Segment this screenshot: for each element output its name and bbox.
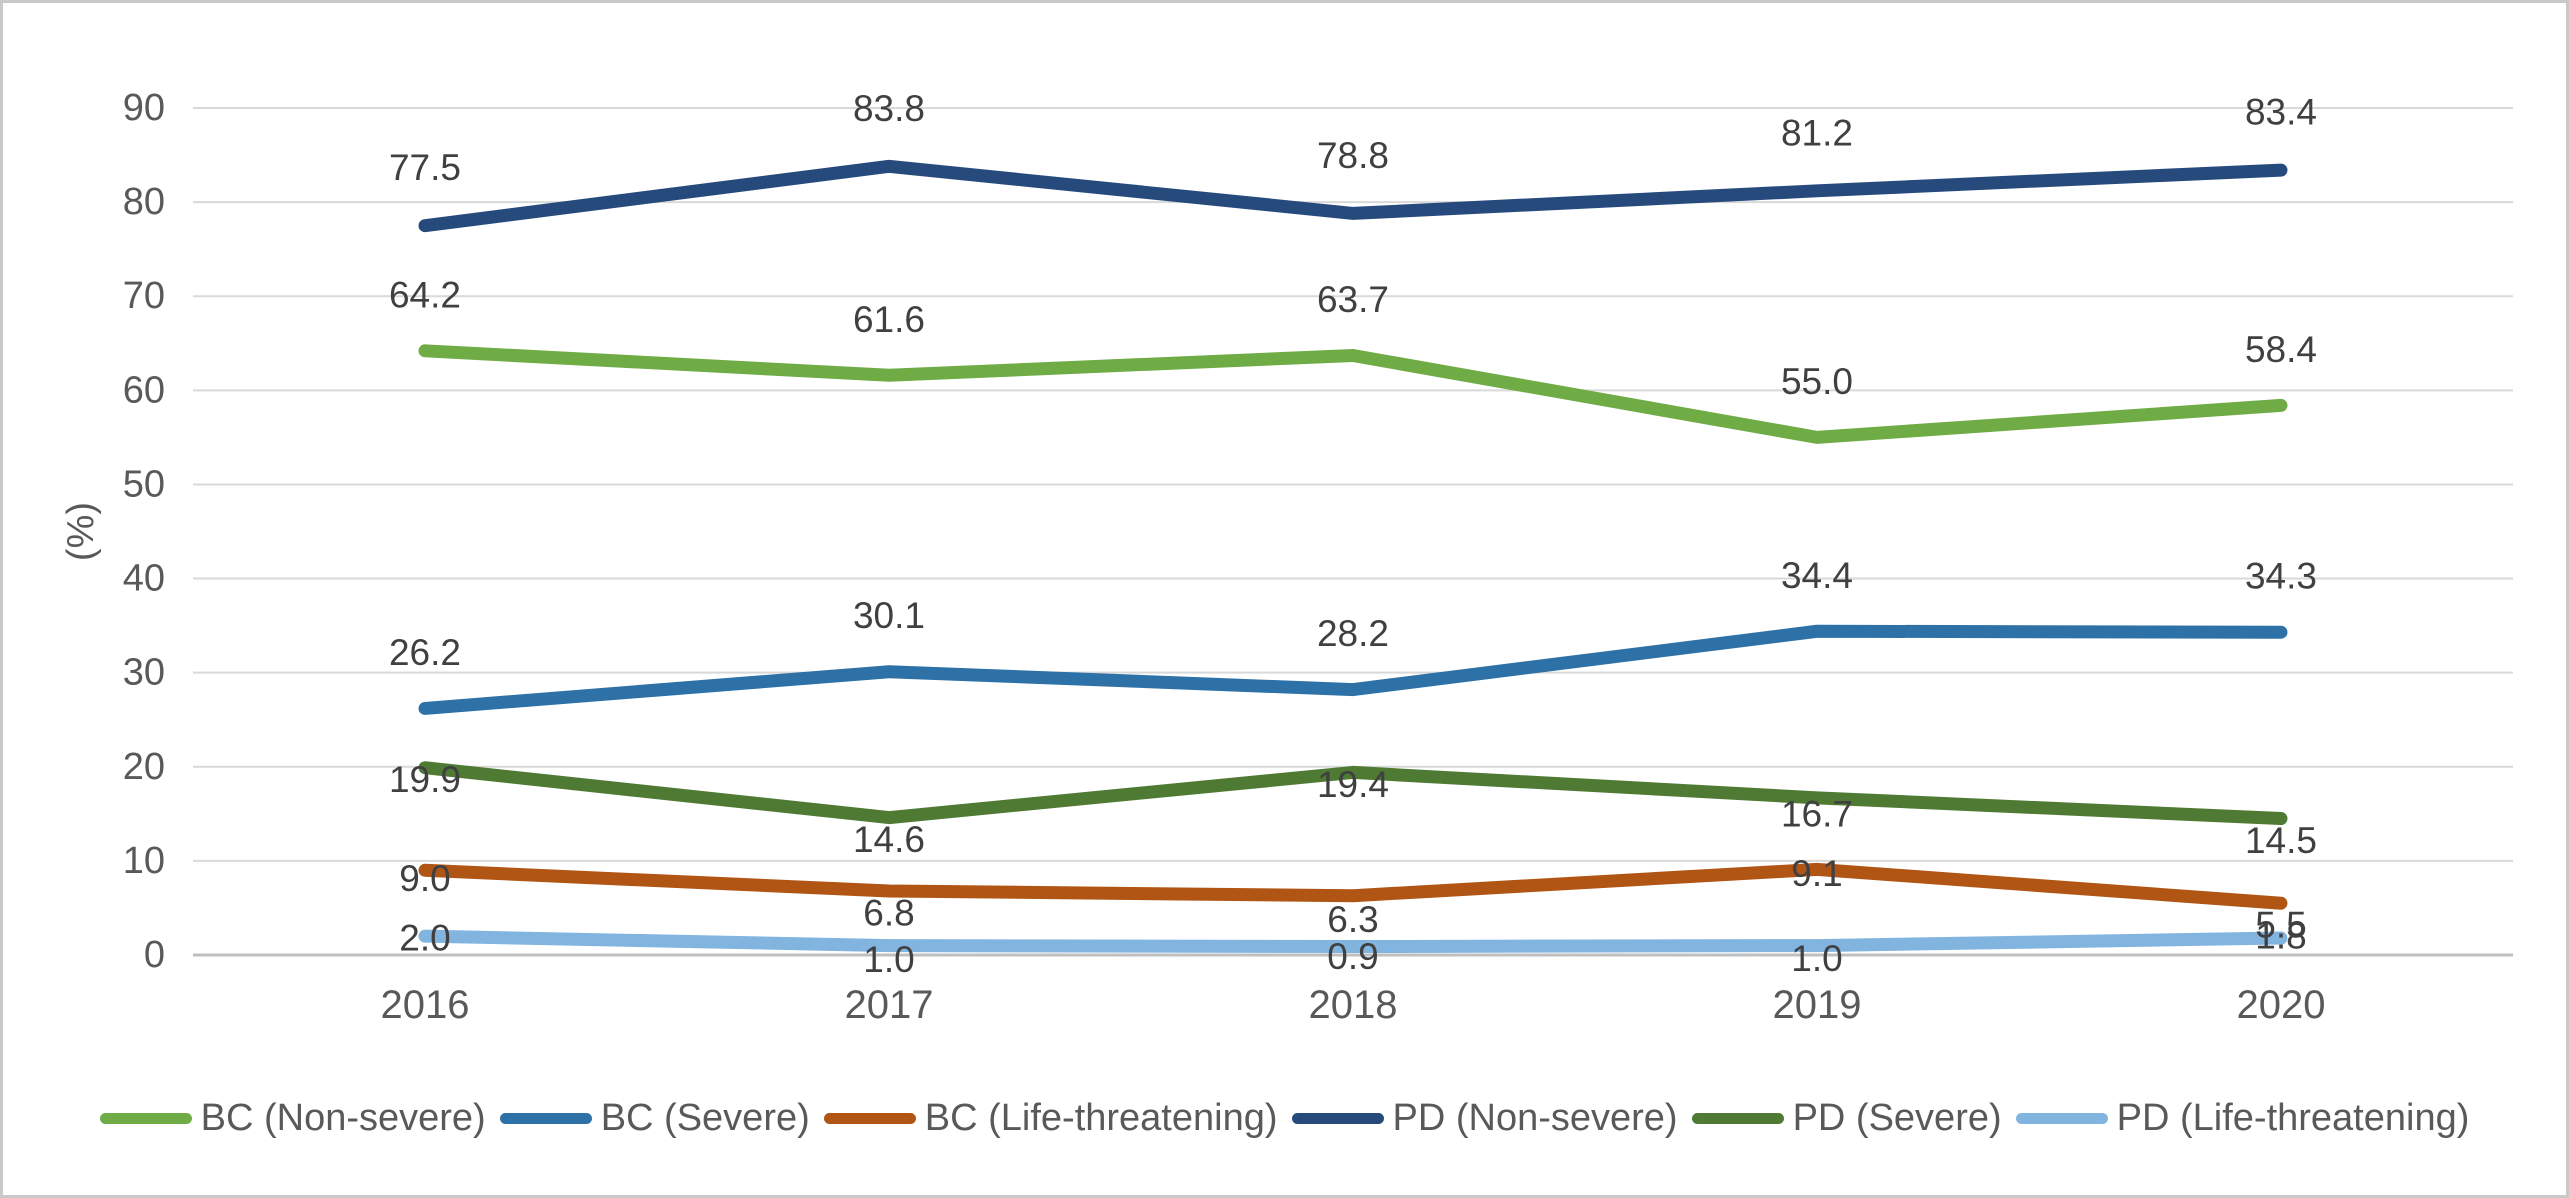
data-label: 64.2 (389, 274, 461, 315)
legend-item: PD (Severe) (1691, 1097, 2002, 1139)
series-line-pd-life-threatening (418, 929, 2288, 954)
data-label: 14.5 (2245, 820, 2317, 861)
y-tick-label: 20 (123, 746, 165, 788)
y-tick-label: 40 (123, 558, 165, 600)
data-label: 19.4 (1317, 764, 1389, 805)
data-label: 83.4 (2245, 92, 2317, 133)
data-label: 83.8 (853, 88, 925, 129)
y-tick-label: 10 (123, 840, 165, 882)
data-label: 34.4 (1781, 555, 1853, 596)
data-label: 2.0 (399, 918, 450, 959)
data-label: 28.2 (1317, 613, 1389, 654)
x-tick-label: 2017 (845, 983, 934, 1027)
data-label: 78.8 (1317, 135, 1389, 176)
legend-item: BC (Non-severe) (99, 1097, 486, 1139)
legend-label: BC (Life-threatening) (924, 1097, 1278, 1139)
y-tick-label: 80 (123, 181, 165, 223)
data-label: 5.5 (2255, 905, 2306, 946)
line-chart: 0 10 20 30 40 50 60 70 80 90 2016 2017 2018 2019 2020 (… (60, 87, 2513, 1027)
data-label: 55.0 (1781, 361, 1853, 402)
x-tick-label: 2016 (381, 983, 470, 1027)
legend-line-swatch (1291, 1112, 1384, 1124)
y-tick-label: 50 (123, 463, 165, 505)
legend-label: PD (Non-severe) (1392, 1097, 1678, 1139)
data-label: 1.0 (863, 939, 914, 980)
legend-item: PD (Life-threatening) (2015, 1097, 2470, 1139)
data-label: 14.6 (853, 819, 925, 860)
legend-label: PD (Life-threatening) (2116, 1097, 2470, 1139)
data-label: 58.4 (2245, 329, 2317, 370)
legend-item: BC (Life-threatening) (823, 1097, 1278, 1139)
data-label: 9.1 (1791, 853, 1842, 894)
data-label: 19.9 (389, 759, 461, 800)
y-tick-label: 90 (123, 87, 165, 129)
data-label: 61.6 (853, 299, 925, 340)
series-line-pd-severe (418, 761, 2288, 826)
chart-legend: BC (Non-severe) BC (Severe) BC (Life-threa… (3, 1099, 2566, 1137)
x-tick-label: 2018 (1309, 983, 1398, 1027)
legend-item: BC (Severe) (499, 1097, 810, 1139)
data-label: 0.9 (1327, 936, 1378, 977)
data-label: 26.2 (389, 632, 461, 673)
y-tick-label: 70 (123, 275, 165, 317)
data-label: 9.0 (399, 858, 450, 899)
series-line-pd-non-severe (418, 159, 2288, 233)
data-label: 6.3 (1327, 899, 1378, 940)
data-label: 6.8 (863, 893, 914, 934)
y-tick-label: 30 (123, 652, 165, 694)
data-label: 81.2 (1781, 112, 1853, 153)
legend-line-swatch (2015, 1112, 2108, 1124)
series-line-bc-non-severe (418, 344, 2288, 444)
legend-line-swatch (1691, 1112, 1784, 1124)
data-label: 16.7 (1781, 793, 1853, 834)
data-label: 34.3 (2245, 556, 2317, 597)
legend-line-swatch (823, 1112, 916, 1124)
data-label: 1.0 (1791, 938, 1842, 979)
legend-label: PD (Severe) (1792, 1097, 2002, 1139)
legend-item: PD (Non-severe) (1291, 1097, 1678, 1139)
y-tick-label: 60 (123, 369, 165, 411)
y-axis-title: (%) (60, 502, 102, 561)
y-tick-label: 0 (144, 934, 165, 976)
x-tick-label: 2019 (1773, 983, 1862, 1027)
data-label: 63.7 (1317, 279, 1389, 320)
data-label: 77.5 (389, 147, 461, 188)
legend-line-swatch (499, 1112, 592, 1124)
x-tick-label: 2020 (2237, 983, 2326, 1027)
legend-label: BC (Non-severe) (200, 1097, 486, 1139)
series-line-bc-severe (418, 624, 2288, 715)
legend-label: BC (Severe) (600, 1097, 810, 1139)
data-label: 30.1 (853, 595, 925, 636)
legend-line-swatch (99, 1112, 192, 1124)
series-line-bc-life-threatening (418, 862, 2288, 910)
data-label: 1.8 (2255, 916, 2306, 957)
